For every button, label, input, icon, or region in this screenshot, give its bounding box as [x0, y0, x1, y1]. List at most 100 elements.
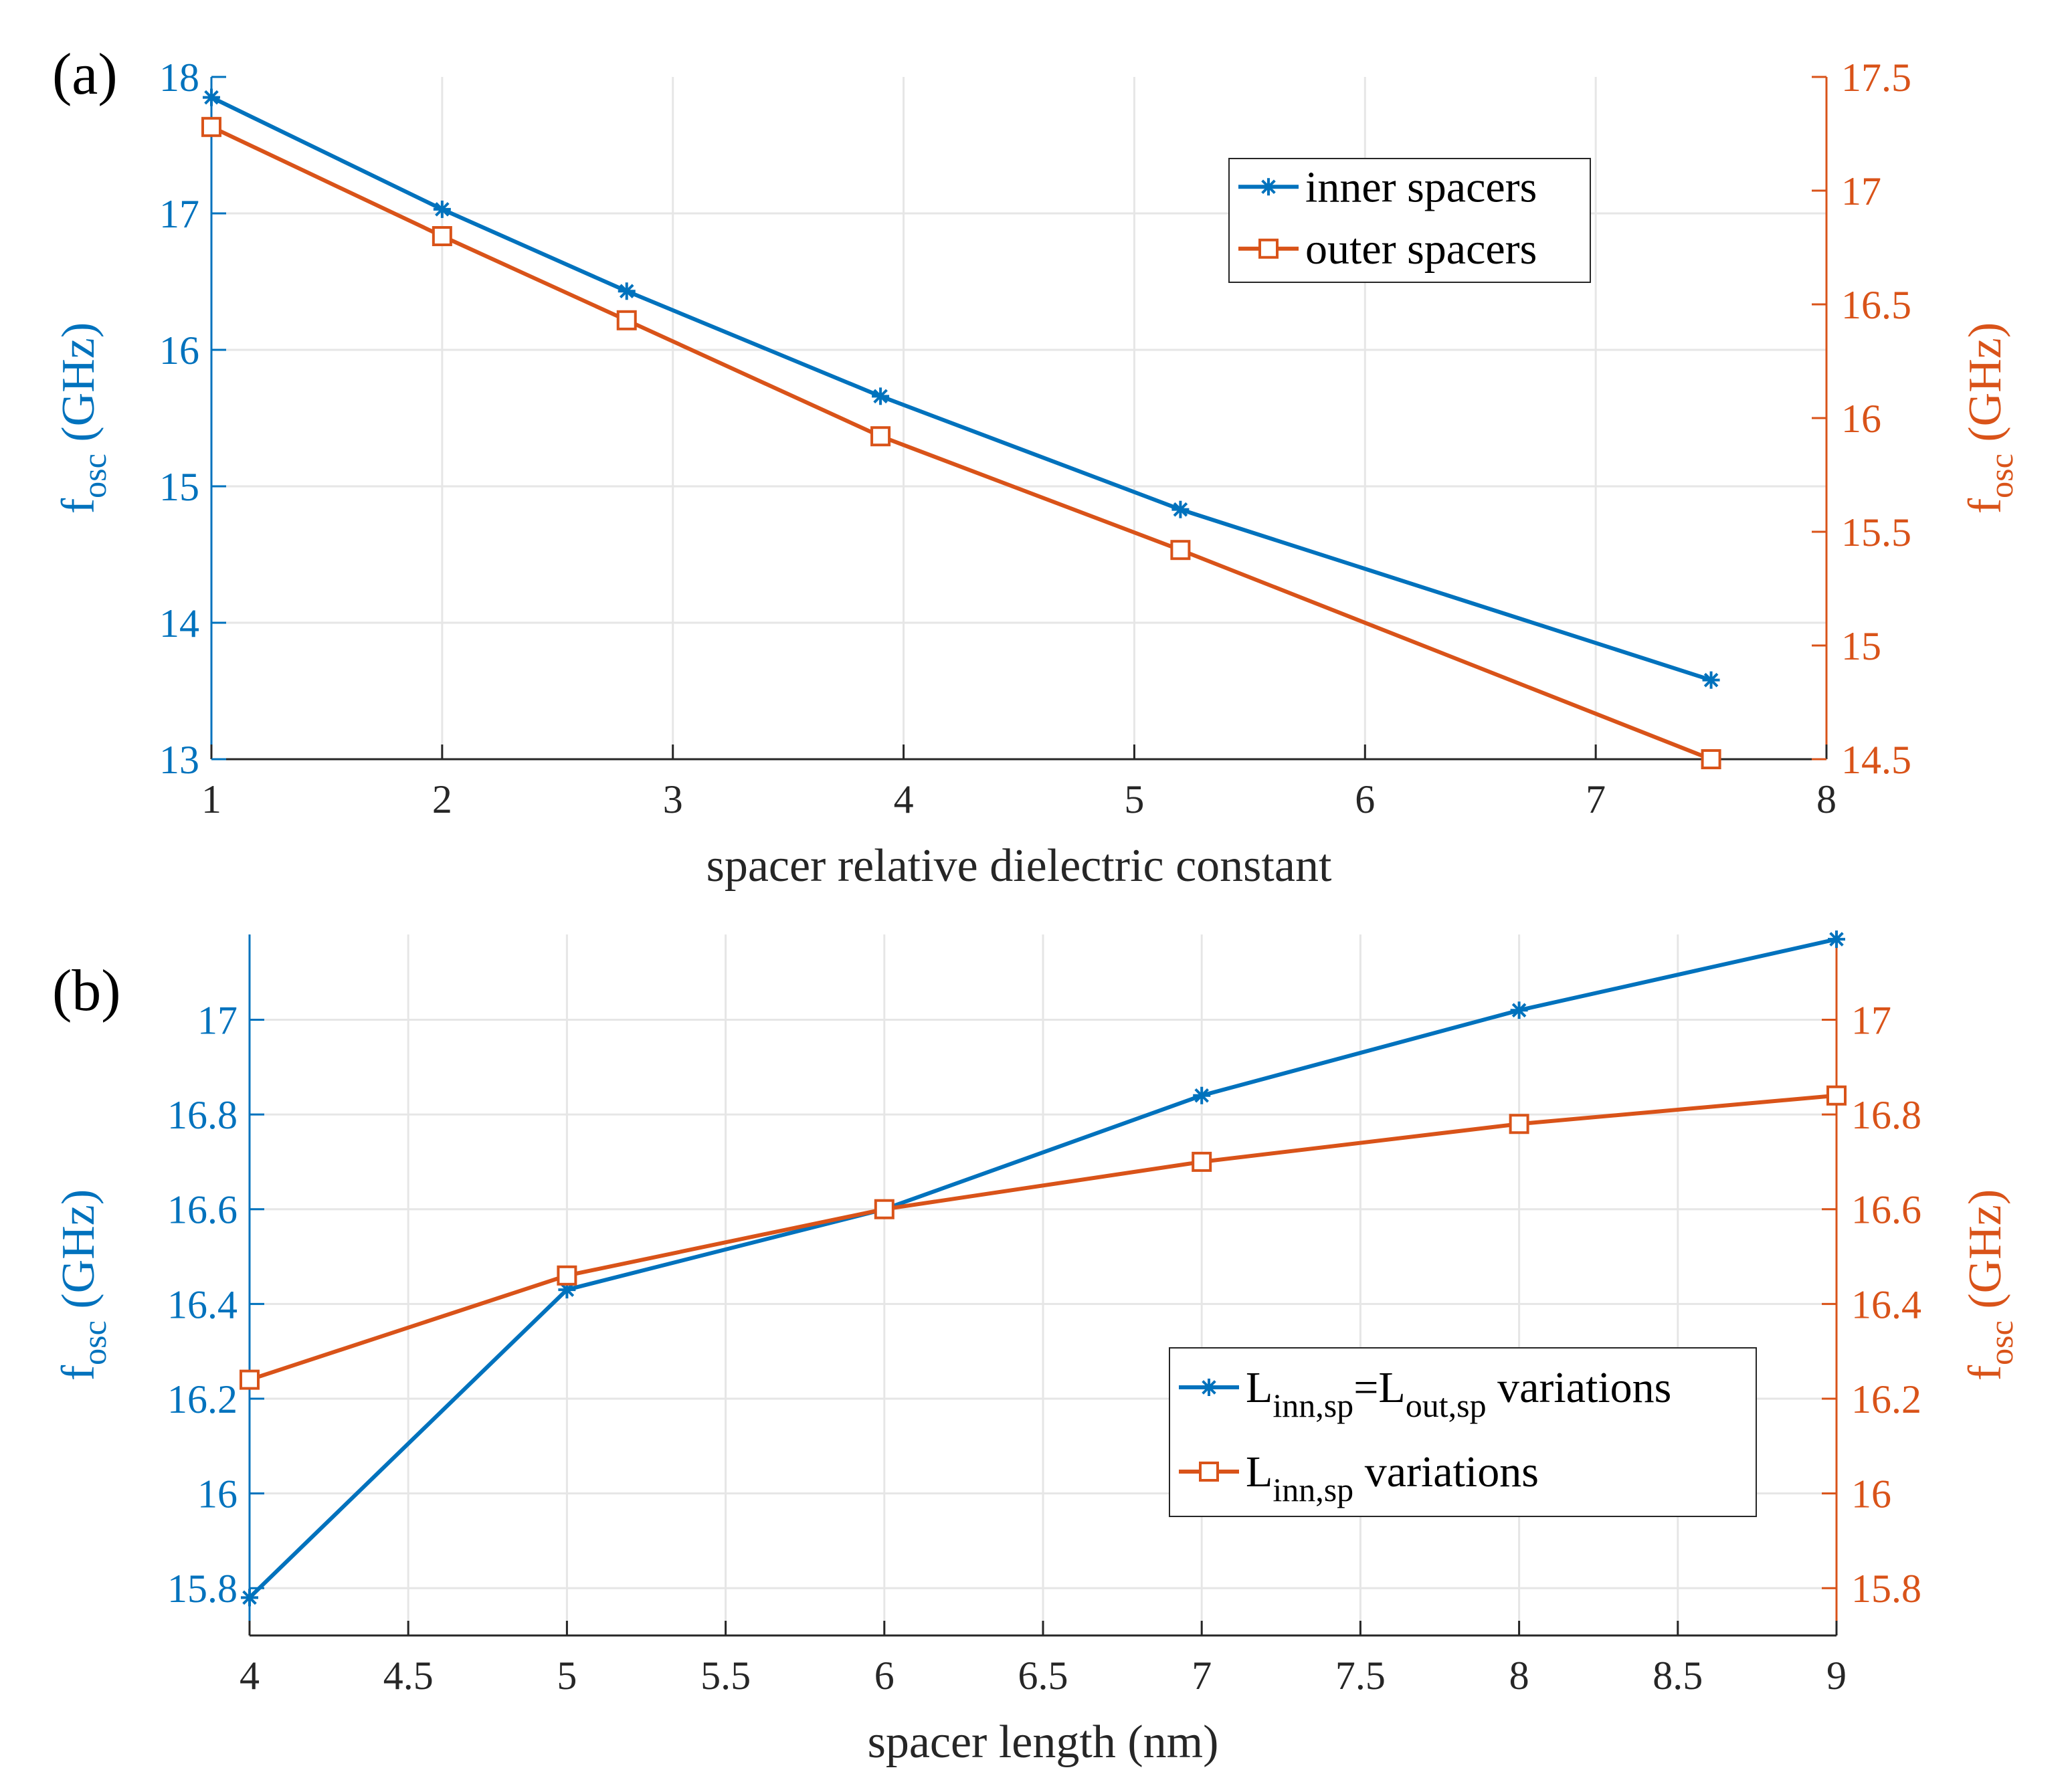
data-point	[1510, 1001, 1528, 1019]
data-point	[241, 1589, 258, 1607]
left-y-tick-label: 15.8	[167, 1567, 238, 1611]
data-point	[1701, 749, 1721, 769]
data-point	[618, 282, 636, 300]
left-y-tick-label: 16.4	[167, 1282, 238, 1326]
asterisk-stroke	[1511, 1003, 1527, 1018]
legend-label: outer spacers	[1305, 225, 1537, 274]
series-line	[249, 1093, 1837, 1382]
left-y-tick-label: 16.2	[167, 1377, 238, 1421]
asterisk-stroke	[1202, 1380, 1216, 1395]
series-line	[210, 125, 1712, 761]
asterisk-stroke	[1703, 672, 1719, 688]
legend-item: inner spacers	[1238, 163, 1537, 211]
right-y-tick-label: 16.4	[1851, 1282, 1921, 1326]
x-tick-label: 6	[874, 1654, 894, 1698]
left-y-tick-label: 16.6	[167, 1188, 238, 1232]
right-y-tick-label: 15.5	[1841, 510, 1911, 555]
left-y-tick-label: 17	[197, 998, 238, 1042]
asterisk-stroke	[1173, 502, 1188, 517]
series-1	[203, 88, 1720, 689]
data-point	[1199, 1462, 1219, 1482]
x-tick-label: 2	[432, 777, 452, 821]
data-point	[1200, 1379, 1218, 1396]
x-tick-label: 6.5	[1018, 1654, 1068, 1698]
data-point	[1258, 238, 1279, 259]
data-point	[433, 200, 451, 218]
asterisk-stroke	[619, 284, 634, 299]
data-point	[1170, 540, 1191, 561]
right-y-tick-label: 14.5	[1841, 738, 1911, 782]
x-tick-label: 8.5	[1653, 1654, 1703, 1698]
x-tick-label: 6	[1355, 777, 1375, 821]
asterisk-stroke	[242, 1590, 257, 1605]
left-y-tick-label: 13	[159, 738, 199, 782]
data-point	[1192, 1151, 1212, 1172]
x-tick-label: 7	[1586, 777, 1606, 821]
left-y-tick-label: 17	[159, 192, 199, 236]
data-point	[870, 426, 891, 447]
right-y-tick-label: 16.8	[1851, 1093, 1921, 1137]
x-tick-label: 5	[1124, 777, 1144, 821]
left-y-tick-label: 16	[159, 328, 199, 373]
x-tick-label: 1	[201, 777, 221, 821]
asterisk-stroke	[1829, 932, 1844, 947]
left-y-axis-title: fosc (GHz)	[53, 1189, 113, 1381]
data-point	[203, 88, 220, 106]
series-line	[248, 937, 1837, 1599]
data-point	[1260, 178, 1277, 196]
x-tick-label: 9	[1826, 1654, 1847, 1698]
asterisk-stroke	[204, 90, 219, 105]
right-y-tick-label: 16.6	[1851, 1188, 1921, 1232]
x-axis-title: spacer relative dielectric constant	[707, 840, 1332, 892]
left-y-tick-label: 14	[159, 601, 199, 645]
data-point	[1509, 1114, 1529, 1134]
legend: inner spacers outer spacers	[1228, 158, 1591, 283]
asterisk-stroke	[559, 1282, 575, 1297]
data-point	[616, 310, 637, 330]
right-y-tick-label: 17.5	[1841, 56, 1911, 100]
x-tick-label: 5.5	[700, 1654, 751, 1698]
right-y-tick-label: 17	[1851, 998, 1891, 1042]
asterisk-stroke	[1261, 179, 1276, 195]
x-tick-label: 5	[557, 1654, 577, 1698]
left-y-tick-label: 15	[159, 465, 199, 509]
panel-b: 4 4.5 5 5.5 6 6.5 7 7.5 8 8.5 915.81616.216.416.61…	[52, 930, 2020, 1768]
data-point	[1828, 930, 1845, 949]
grid-lines	[250, 934, 1836, 1635]
x-axis-title: spacer length (nm)	[868, 1716, 1219, 1768]
x-tick-label: 7.5	[1335, 1654, 1386, 1698]
data-point	[1171, 500, 1190, 518]
panel-label: (a)	[52, 42, 118, 107]
x-tick-label: 8	[1816, 777, 1836, 821]
x-tick-label: 4.5	[383, 1654, 434, 1698]
data-point	[432, 226, 452, 246]
data-point	[872, 387, 890, 405]
left-y-tick-label: 16.8	[167, 1093, 238, 1137]
legend-label: Linn,sp=Lout,sp variations	[1246, 1363, 1671, 1424]
left-y-tick-label: 18	[159, 56, 199, 100]
left-y-axis-title: fosc (GHz)	[53, 322, 113, 514]
series-2	[240, 1085, 1847, 1390]
data-point	[240, 1369, 260, 1390]
legend-item: Linn,sp=Lout,sp variations	[1179, 1363, 1671, 1424]
x-tick-label: 3	[663, 777, 683, 821]
x-tick-label: 8	[1509, 1654, 1529, 1698]
legend-item: Linn,sp variations	[1179, 1448, 1539, 1508]
panel-label: (b)	[52, 959, 121, 1023]
legend-label: inner spacers	[1305, 163, 1537, 211]
panel-a: 1 2 3 4 5 6 7 8 13 14 15 16 17 18 14.5 15 15.5 16 16.5 17 17…	[52, 42, 2020, 892]
data-point	[1193, 1086, 1211, 1104]
right-y-tick-label: 16.5	[1841, 283, 1911, 327]
right-y-axis-title: fosc (GHz)	[1960, 1189, 2020, 1381]
legend-box	[1228, 158, 1591, 283]
legend-box	[1169, 1347, 1757, 1517]
asterisk-stroke	[873, 389, 888, 404]
data-point	[558, 1281, 576, 1299]
legend: Linn,sp=Lout,sp variations Linn,sp variat…	[1169, 1347, 1757, 1517]
data-point	[201, 116, 221, 137]
legend-item: outer spacers	[1238, 225, 1537, 274]
data-point	[1702, 671, 1720, 689]
left-y-tick-label: 16	[197, 1472, 238, 1516]
data-point	[1826, 1085, 1847, 1106]
